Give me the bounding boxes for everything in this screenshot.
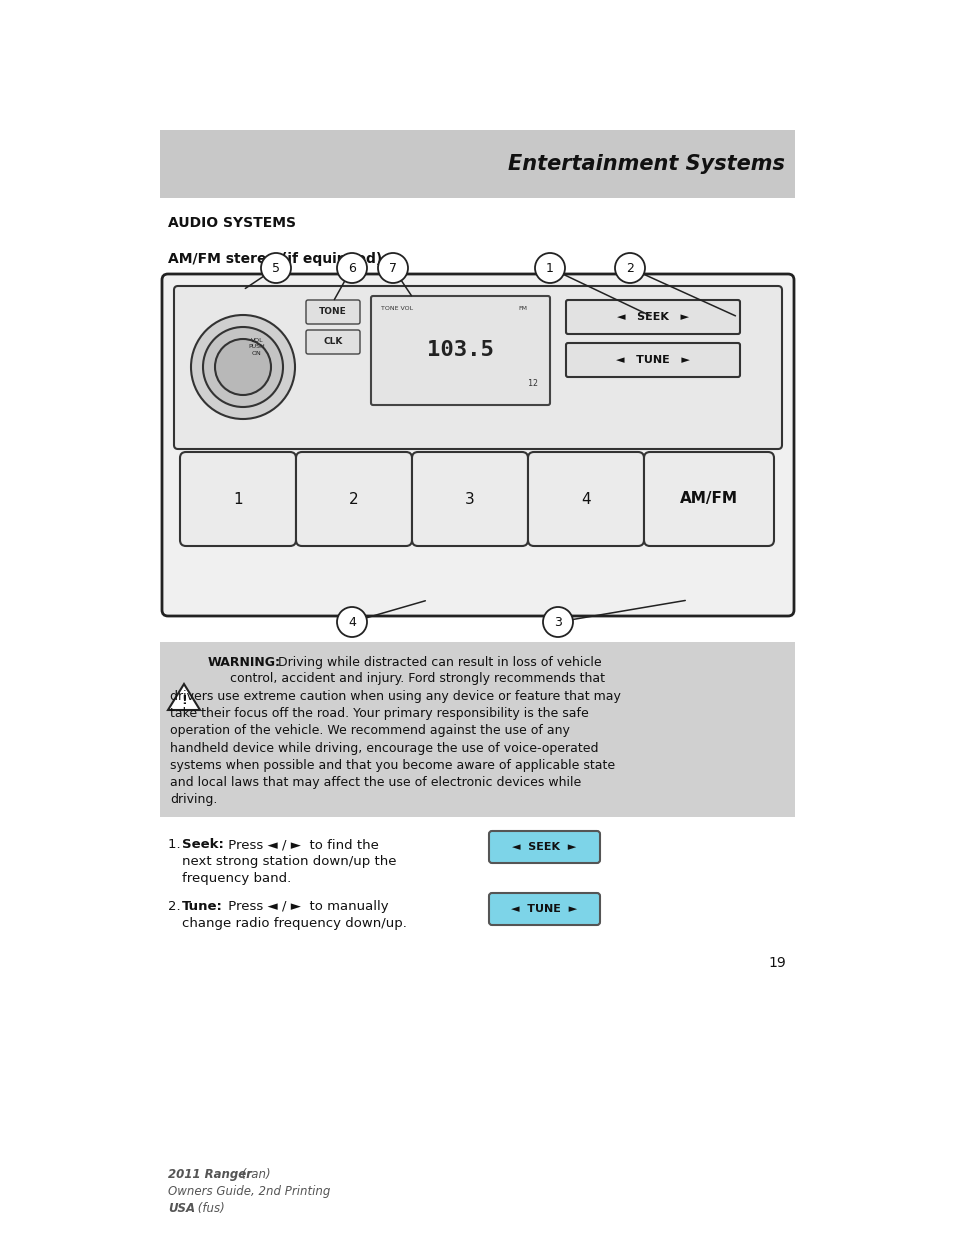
Text: Press ◄ / ►  to find the: Press ◄ / ► to find the (224, 839, 378, 851)
Text: 2: 2 (625, 262, 634, 274)
Text: Owners Guide, 2nd Printing: Owners Guide, 2nd Printing (168, 1186, 330, 1198)
Circle shape (336, 606, 367, 637)
Text: 1.: 1. (168, 839, 185, 851)
FancyBboxPatch shape (371, 296, 550, 405)
Text: CLK: CLK (323, 337, 342, 347)
Text: TONE VOL: TONE VOL (380, 306, 413, 311)
FancyBboxPatch shape (162, 274, 793, 616)
FancyBboxPatch shape (295, 452, 412, 546)
Text: 1: 1 (545, 262, 554, 274)
Text: !: ! (181, 694, 187, 706)
Text: 4: 4 (580, 492, 590, 506)
Text: AM/FM: AM/FM (679, 492, 738, 506)
Text: USA: USA (168, 1202, 195, 1215)
FancyBboxPatch shape (173, 287, 781, 450)
Text: 19: 19 (767, 956, 785, 969)
Text: 103.5: 103.5 (426, 340, 493, 359)
Circle shape (615, 253, 644, 283)
Circle shape (191, 315, 294, 419)
Text: 7: 7 (389, 262, 396, 274)
Circle shape (377, 253, 408, 283)
Text: drivers use extreme caution when using any device or feature that may
take their: drivers use extreme caution when using a… (170, 690, 620, 806)
Bar (160, 130, 794, 198)
Text: 4: 4 (348, 615, 355, 629)
Text: AM/FM stereo (if equipped): AM/FM stereo (if equipped) (168, 252, 382, 266)
FancyBboxPatch shape (180, 452, 295, 546)
Text: 6: 6 (348, 262, 355, 274)
Circle shape (261, 253, 291, 283)
Text: ◄  TUNE  ►: ◄ TUNE ► (511, 904, 577, 914)
Circle shape (336, 253, 367, 283)
Circle shape (535, 253, 564, 283)
Text: Driving while distracted can result in loss of vehicle: Driving while distracted can result in l… (274, 656, 601, 669)
Text: 3: 3 (465, 492, 475, 506)
Text: TONE: TONE (319, 308, 347, 316)
Text: 5: 5 (272, 262, 280, 274)
Text: change radio frequency down/up.: change radio frequency down/up. (182, 918, 406, 930)
Text: frequency band.: frequency band. (182, 872, 291, 885)
Circle shape (214, 338, 271, 395)
Text: control, accident and injury. Ford strongly recommends that: control, accident and injury. Ford stron… (230, 672, 604, 685)
FancyBboxPatch shape (306, 300, 359, 324)
Text: ◄  SEEK  ►: ◄ SEEK ► (512, 842, 576, 852)
Text: 3: 3 (554, 615, 561, 629)
Text: VOL
PUSH
ON: VOL PUSH ON (249, 338, 265, 356)
Text: (ran): (ran) (237, 1168, 271, 1181)
FancyBboxPatch shape (643, 452, 773, 546)
Text: ◄   TUNE   ►: ◄ TUNE ► (616, 354, 689, 366)
Text: 12: 12 (527, 379, 537, 388)
Text: (fus): (fus) (193, 1202, 225, 1215)
Text: WARNING:: WARNING: (208, 656, 281, 669)
Text: ◄   SEEK   ►: ◄ SEEK ► (617, 312, 688, 322)
FancyBboxPatch shape (565, 343, 740, 377)
FancyBboxPatch shape (489, 893, 599, 925)
Circle shape (203, 327, 283, 408)
Text: 2011 Ranger: 2011 Ranger (168, 1168, 252, 1181)
Text: AUDIO SYSTEMS: AUDIO SYSTEMS (168, 216, 295, 230)
Text: 2: 2 (349, 492, 358, 506)
FancyBboxPatch shape (489, 831, 599, 863)
Bar (160, 642, 794, 818)
Text: Tune:: Tune: (182, 900, 223, 913)
Text: Press ◄ / ►  to manually: Press ◄ / ► to manually (224, 900, 388, 913)
FancyBboxPatch shape (527, 452, 643, 546)
Text: Entertainment Systems: Entertainment Systems (508, 154, 784, 174)
Text: next strong station down/up the: next strong station down/up the (182, 855, 396, 868)
Text: Seek:: Seek: (182, 839, 224, 851)
Text: FM: FM (517, 306, 526, 311)
Text: 2.: 2. (168, 900, 185, 913)
FancyBboxPatch shape (565, 300, 740, 333)
FancyBboxPatch shape (306, 330, 359, 354)
Text: 1: 1 (233, 492, 243, 506)
Circle shape (542, 606, 573, 637)
Polygon shape (168, 684, 200, 710)
FancyBboxPatch shape (412, 452, 527, 546)
